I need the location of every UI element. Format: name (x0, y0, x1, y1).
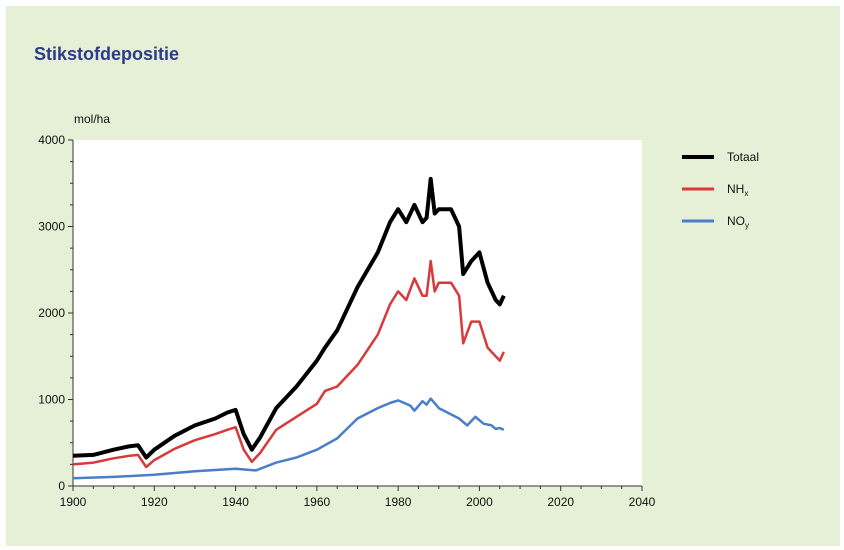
x-tick-label: 1940 (222, 495, 249, 509)
x-tick-label: 1920 (141, 495, 168, 509)
y-tick-label: 3000 (38, 220, 65, 234)
legend-label: Totaal (727, 150, 759, 164)
series-line-noy (72, 397, 505, 480)
series-line-totaal (72, 176, 506, 460)
x-tick-label: 2020 (547, 495, 574, 509)
x-tick-label: 2040 (629, 495, 656, 509)
series-line-nhx (72, 259, 505, 469)
x-tick-label: 1900 (60, 495, 87, 509)
y-tick-label: 2000 (38, 306, 65, 320)
x-tick-label: 2000 (466, 495, 493, 509)
y-tick-label: 0 (58, 479, 65, 493)
plot-area (73, 140, 642, 486)
y-tick-label: 1000 (38, 393, 65, 407)
y-tick-label: 4000 (38, 133, 65, 147)
legend-label: NOy (727, 214, 749, 230)
x-tick-label: 1980 (385, 495, 412, 509)
slide: Stikstofdepositie 0 1000 2000 3000 4000 1900 1… (6, 6, 840, 546)
legend-label: NHx (727, 182, 748, 198)
x-tick-label: 1960 (304, 495, 331, 509)
chart: 0 1000 2000 3000 4000 1900 1920 1940 1960 1980 200… (38, 112, 759, 509)
page-title: Stikstofdepositie (34, 44, 180, 64)
y-unit-label: mol/ha (74, 112, 110, 126)
